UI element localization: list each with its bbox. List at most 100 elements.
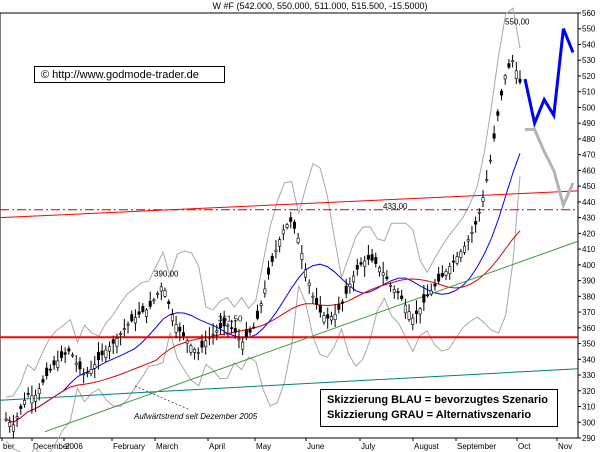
- y-tick-label: 470: [582, 151, 596, 160]
- price-bar-body: [429, 290, 433, 295]
- price-bar-body: [193, 349, 197, 353]
- y-tick-label: 460: [582, 166, 596, 175]
- price-bar-body: [463, 245, 467, 253]
- price-bar-body: [455, 256, 459, 264]
- price-bar-body: [392, 289, 396, 293]
- price-bar-body: [111, 339, 115, 344]
- price-bar-body: [8, 422, 12, 427]
- price-bar-body: [96, 352, 100, 361]
- price-bar-body: [137, 311, 141, 315]
- price-bar-body: [167, 301, 171, 304]
- price-bar-body: [230, 327, 234, 329]
- price-bar-body: [52, 360, 56, 366]
- price-bar-body: [270, 256, 274, 262]
- price-bar-body: [45, 367, 49, 376]
- price-bar-body: [222, 318, 226, 327]
- price-annotation: 361,50: [218, 314, 243, 323]
- price-bar-body: [259, 303, 263, 306]
- price-bar-body: [215, 330, 219, 333]
- price-bar-body: [204, 340, 208, 348]
- moving-average-short: [5, 153, 521, 423]
- price-bar-body: [511, 60, 515, 62]
- trend-label-pointer: [134, 385, 191, 411]
- price-bar-body: [156, 293, 160, 295]
- copyright-label: © http://www.godmode-trader.de: [34, 66, 225, 83]
- y-tick-label: 410: [582, 245, 596, 254]
- price-bar-body: [422, 294, 426, 303]
- price-bar-body: [30, 395, 34, 404]
- price-bar-body: [241, 341, 245, 350]
- price-bar-body: [78, 361, 82, 370]
- price-bar-body: [67, 348, 71, 352]
- price-bar-body: [507, 63, 511, 68]
- price-annotation: 390,00: [154, 270, 179, 279]
- price-bar-body: [93, 364, 97, 369]
- x-tick-label: September: [457, 442, 496, 451]
- x-tick-label: April: [209, 442, 225, 451]
- price-bar-body: [296, 237, 300, 243]
- scenario-blue-line: [523, 28, 575, 129]
- price-bar-body: [363, 260, 367, 267]
- x-tick-label: March: [156, 442, 178, 451]
- price-bar-body: [281, 229, 285, 235]
- price-bar-body: [366, 255, 370, 260]
- price-bar-body: [503, 75, 507, 80]
- price-bar-body: [289, 217, 293, 222]
- price-bar-body: [115, 338, 119, 347]
- price-bar-body: [11, 424, 15, 432]
- price-bar-body: [82, 373, 86, 376]
- price-bar-body: [108, 346, 112, 352]
- price-bar-body: [326, 314, 330, 319]
- price-bar-body: [211, 333, 215, 336]
- scenario-gray-line: [525, 128, 575, 210]
- y-tick-label: 540: [582, 40, 596, 49]
- price-bar-body: [407, 311, 411, 320]
- price-bar-body: [22, 400, 26, 405]
- x-tick-label: August: [414, 442, 440, 451]
- legend-gray-scenario: Skizzierung GRAU = Alternativszenario: [327, 409, 532, 421]
- price-bar-body: [174, 324, 178, 333]
- price-bar-body: [418, 308, 422, 315]
- price-bar-body: [514, 70, 518, 79]
- lower-channel-line: [0, 368, 579, 401]
- x-tick-label: July: [361, 442, 375, 451]
- price-bar-body: [348, 283, 352, 288]
- trend-label: Aufwärtstrend seit Dezember 2005: [133, 412, 258, 421]
- price-bar-body: [355, 265, 359, 270]
- price-bar-body: [437, 273, 441, 282]
- price-bar-body: [218, 322, 222, 328]
- y-tick-label: 390: [582, 277, 596, 286]
- price-bar-body: [448, 266, 452, 274]
- plot-frame: [0, 12, 579, 439]
- y-tick-label: 340: [582, 355, 596, 364]
- price-bar-body: [318, 304, 322, 313]
- price-bar-body: [119, 333, 123, 335]
- price-bar-body: [400, 295, 404, 299]
- y-tick-label: 320: [582, 387, 596, 396]
- price-bar-body: [433, 283, 437, 287]
- price-bar-body: [104, 349, 108, 358]
- y-tick-label: 370: [582, 308, 596, 317]
- price-bar-body: [333, 313, 337, 320]
- price-bar-body: [344, 285, 348, 294]
- price-bar-body: [426, 294, 430, 297]
- price-bar-body: [130, 314, 134, 322]
- price-bar-body: [477, 211, 481, 214]
- price-bar-body: [185, 340, 189, 344]
- x-tick-label: Nov: [558, 442, 572, 451]
- price-bar-body: [440, 273, 444, 277]
- price-bar-body: [181, 332, 185, 337]
- price-bar-body: [37, 388, 41, 394]
- price-bar-body: [414, 310, 418, 314]
- price-bar-body: [226, 324, 230, 327]
- price-bar-body: [278, 239, 282, 247]
- price-bar-body: [145, 309, 149, 317]
- y-tick-label: 450: [582, 182, 596, 191]
- price-bar-body: [189, 345, 193, 353]
- price-bar-body: [26, 393, 30, 395]
- y-tick-label: 560: [582, 9, 596, 18]
- legend: Skizzierung BLAU = bevorzugtes Szenario …: [320, 389, 558, 427]
- price-bar-body: [41, 379, 45, 383]
- price-bar-body: [71, 354, 75, 357]
- price-bar-body: [56, 360, 60, 368]
